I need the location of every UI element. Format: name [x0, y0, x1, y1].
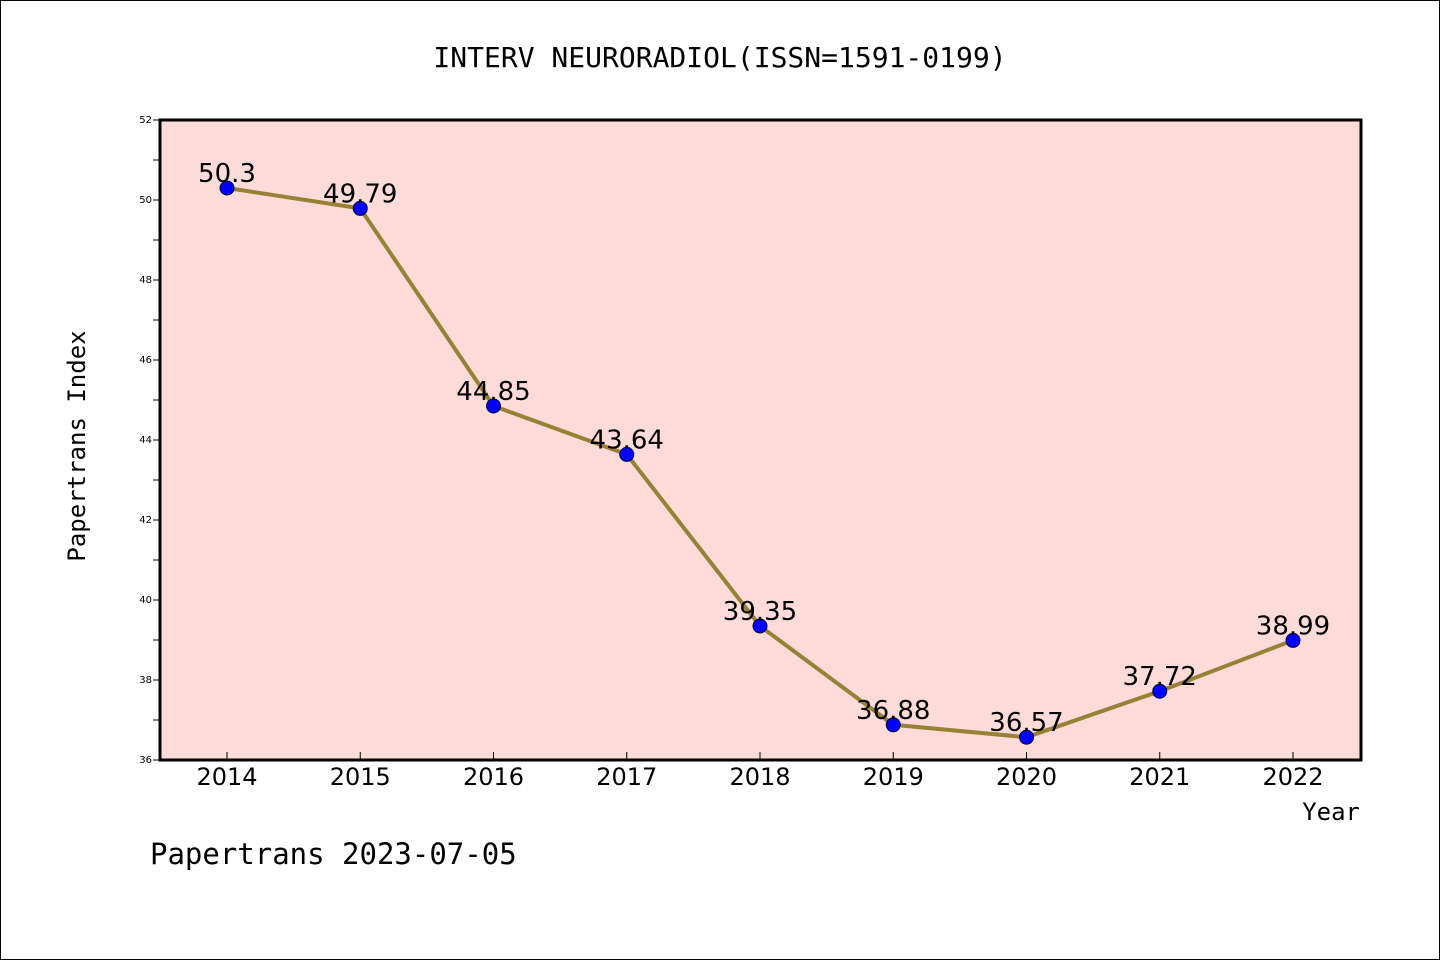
y-tick-label: 38: [139, 675, 152, 686]
series-line-group: 50.3 49.79 44.85 43.64 39.35 36.88 36.57 37.72 3…: [198, 159, 1330, 745]
plot-border: [158, 118, 1363, 762]
data-point-marker: [1019, 729, 1034, 745]
data-label: 36.57: [989, 708, 1063, 738]
y-axis-label: Papertrans Index: [63, 330, 91, 561]
data-point-marker: [1285, 632, 1301, 648]
x-axis-label: Year: [1302, 798, 1360, 826]
data-label: 49.79: [323, 179, 397, 209]
data-point-marker: [1152, 683, 1168, 699]
data-label: 43.64: [590, 425, 664, 455]
x-tick-label: 2017: [596, 763, 657, 791]
y-tick-label: 46: [139, 355, 152, 366]
chart-title: INTERV NEURORADIOL(ISSN=1591-0199): [433, 41, 1006, 74]
data-label: 50.3: [198, 159, 256, 189]
y-tick-label: 40: [139, 595, 152, 606]
x-tick-label: 2014: [196, 763, 257, 791]
data-point-marker: [219, 180, 235, 196]
x-tick-label: 2021: [1129, 763, 1190, 791]
x-axis: 2014 2015 2016 2017 2018 2019 2020 2021 2022: [196, 752, 1324, 791]
plot-area: [160, 120, 1361, 760]
data-point-marker: [885, 717, 901, 733]
data-point-marker: [752, 618, 768, 634]
y-tick-label: 44: [139, 435, 152, 446]
x-tick-label: 2016: [463, 763, 524, 791]
data-label: 44.85: [456, 377, 530, 407]
data-label: 38.99: [1256, 611, 1330, 641]
y-axis: 36 38 40 42 44 46 48 50 52: [139, 115, 160, 766]
x-tick-label: 2018: [729, 763, 790, 791]
data-label: 36.88: [856, 696, 930, 726]
y-tick-label: 52: [139, 115, 152, 126]
data-label: 37.72: [1123, 662, 1197, 692]
data-point-marker: [352, 200, 368, 216]
data-point-marker: [619, 446, 635, 462]
watermark-text: Papertrans 2023-07-05: [150, 837, 517, 871]
x-tick-label: 2020: [996, 763, 1057, 791]
x-tick-label: 2015: [330, 763, 391, 791]
y-tick-label: 42: [139, 515, 152, 526]
x-tick-label: 2022: [1262, 763, 1323, 791]
y-tick-label: 36: [139, 755, 152, 766]
data-label: 39.35: [723, 597, 797, 627]
x-tick-label: 2019: [863, 763, 924, 791]
data-point-marker: [486, 398, 501, 414]
y-tick-label: 50: [139, 195, 152, 206]
y-tick-label: 48: [139, 275, 152, 286]
